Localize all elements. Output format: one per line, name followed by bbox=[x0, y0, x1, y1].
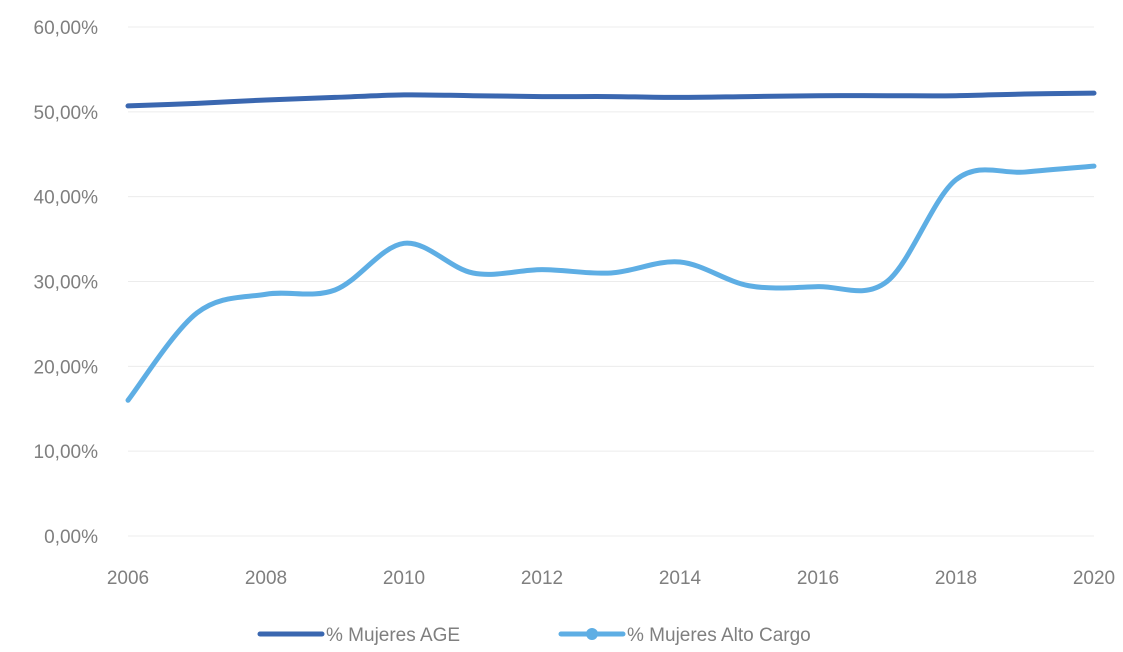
data-point bbox=[471, 93, 476, 98]
data-point bbox=[678, 95, 683, 100]
data-point bbox=[264, 292, 269, 297]
data-point bbox=[816, 284, 821, 289]
data-point bbox=[333, 95, 338, 100]
x-tick-label: 2008 bbox=[245, 568, 287, 589]
series-lines bbox=[125, 90, 1097, 403]
data-point bbox=[126, 103, 131, 108]
data-point bbox=[540, 267, 545, 272]
data-point bbox=[540, 94, 545, 99]
y-tick-label: 40,00% bbox=[34, 188, 99, 209]
x-tick-label: 2018 bbox=[935, 568, 977, 589]
legend-label: % Mujeres Alto Cargo bbox=[627, 625, 811, 646]
data-point bbox=[195, 310, 200, 315]
gridlines bbox=[128, 26, 1094, 537]
series-line-1 bbox=[125, 90, 1097, 109]
data-point bbox=[816, 93, 821, 98]
y-tick-label: 0,00% bbox=[44, 527, 98, 548]
data-point bbox=[333, 287, 338, 292]
legend-label: % Mujeres AGE bbox=[326, 625, 460, 646]
legend: % Mujeres AGE % Mujeres Alto Cargo bbox=[257, 625, 811, 646]
data-point bbox=[885, 279, 890, 284]
x-tick-label: 2014 bbox=[659, 568, 702, 589]
x-axis: 2006 2008 2010 2012 2014 2016 2018 2020 bbox=[107, 568, 1115, 589]
data-point bbox=[126, 398, 131, 403]
data-point bbox=[1023, 92, 1028, 97]
data-point bbox=[885, 93, 890, 98]
data-point bbox=[954, 177, 959, 182]
data-point bbox=[609, 94, 614, 99]
x-tick-label: 2006 bbox=[107, 568, 149, 589]
data-point bbox=[471, 271, 476, 276]
x-tick-label: 2016 bbox=[797, 568, 839, 589]
series-line-2 bbox=[125, 163, 1097, 403]
data-point bbox=[195, 101, 200, 106]
data-point bbox=[1023, 170, 1028, 175]
data-point bbox=[1092, 164, 1097, 169]
x-tick-label: 2010 bbox=[383, 568, 425, 589]
y-tick-label: 60,00% bbox=[34, 18, 99, 39]
data-point bbox=[1092, 91, 1097, 96]
data-point bbox=[609, 271, 614, 276]
data-point bbox=[954, 93, 959, 98]
data-point bbox=[402, 92, 407, 97]
y-tick-label: 20,00% bbox=[34, 357, 99, 378]
y-tick-label: 50,00% bbox=[34, 103, 99, 124]
data-point bbox=[747, 283, 752, 288]
y-axis: 0,00% 10,00% 20,00% 30,00% 40,00% 50,00% 60,00… bbox=[34, 18, 99, 548]
y-tick-label: 10,00% bbox=[34, 442, 99, 463]
data-point bbox=[402, 241, 407, 246]
x-tick-label: 2012 bbox=[521, 568, 563, 589]
data-point bbox=[678, 259, 683, 264]
y-tick-label: 30,00% bbox=[34, 273, 99, 294]
x-tick-label: 2020 bbox=[1073, 568, 1115, 589]
data-point bbox=[747, 94, 752, 99]
data-point bbox=[264, 97, 269, 102]
legend-marker bbox=[586, 628, 598, 640]
